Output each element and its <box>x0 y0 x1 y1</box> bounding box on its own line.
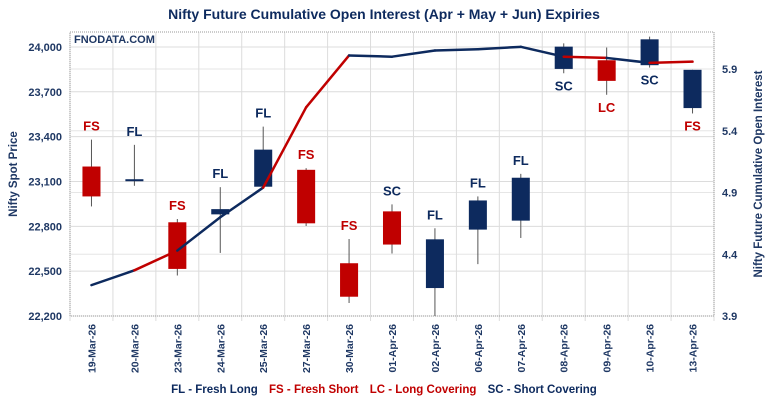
x-tick: 13-Apr-26 <box>688 324 700 373</box>
candle-label: FS <box>298 147 315 162</box>
x-tick: 24-Mar-26 <box>215 324 227 373</box>
oi-line-segment <box>433 48 480 52</box>
y-tick-left: 23,400 <box>28 132 62 144</box>
candle-label: FL <box>470 175 486 190</box>
legend: FL - Fresh Long FS - Fresh Short LC - Lo… <box>0 384 768 396</box>
oi-line-segment <box>519 45 565 58</box>
y-tick-left: 24,000 <box>28 42 62 54</box>
x-tick: 30-Mar-26 <box>344 324 356 373</box>
candle-label: FL <box>427 207 443 222</box>
oi-line-segment <box>261 106 308 189</box>
y-axis-label-right: Nifty Future Cumulative Open Interest <box>753 70 765 277</box>
candle-label: FL <box>513 153 529 168</box>
candle-body <box>597 60 616 81</box>
x-tick: 19-Mar-26 <box>86 324 98 373</box>
legend-sc: SC - Short Covering <box>487 384 597 396</box>
x-tick: 25-Mar-26 <box>258 324 270 373</box>
x-tick: 09-Apr-26 <box>602 324 614 373</box>
y-tick-left: 22,200 <box>28 311 62 323</box>
candle-body <box>125 179 144 182</box>
x-tick: 27-Mar-26 <box>301 324 313 373</box>
legend-fs: FS - Fresh Short <box>269 384 359 396</box>
candle-body <box>468 200 487 230</box>
watermark: FNODATA.COM <box>74 34 155 46</box>
legend-lc: LC - Long Covering <box>369 384 477 396</box>
candle-body <box>511 177 530 221</box>
oi-line-segment <box>390 49 437 58</box>
legend-fl: FL - Fresh Long <box>171 384 258 396</box>
x-tick: 02-Apr-26 <box>430 324 442 373</box>
x-tick: 23-Mar-26 <box>172 324 184 373</box>
candle-label: LC <box>598 100 616 115</box>
candle-label: FS <box>684 118 701 133</box>
y-tick-right: 3.9 <box>722 311 737 323</box>
x-tick: 20-Mar-26 <box>129 324 141 373</box>
x-tick: 06-Apr-26 <box>473 324 485 373</box>
oi-line-segment <box>562 55 608 60</box>
candle-body <box>683 69 702 109</box>
x-tick: 10-Apr-26 <box>645 324 657 373</box>
oi-line-segment <box>219 186 265 219</box>
candle-label: SC <box>641 73 660 88</box>
candle-label: FS <box>169 198 186 213</box>
candle-label: FS <box>83 119 100 134</box>
y-tick-right: 4.4 <box>722 249 738 261</box>
candle-body <box>340 263 359 297</box>
x-tick: 07-Apr-26 <box>516 324 528 373</box>
chart-title: Nifty Future Cumulative Open Interest (A… <box>168 6 600 22</box>
candle-body <box>425 239 444 289</box>
y-tick-left: 22,800 <box>28 221 62 233</box>
y-tick-right: 4.9 <box>722 188 737 200</box>
y-tick-left: 23,100 <box>28 176 62 188</box>
candle-body <box>297 169 316 224</box>
candle-body <box>640 39 659 66</box>
candle-label: FS <box>341 218 358 233</box>
y-tick-right: 5.9 <box>722 64 737 76</box>
candle-body <box>211 209 230 215</box>
x-tick: 01-Apr-26 <box>387 324 399 373</box>
candle-label: SC <box>383 183 402 198</box>
oi-line-segment <box>347 54 394 58</box>
plot-border <box>69 31 715 317</box>
candle-body <box>254 149 273 187</box>
y-tick-left: 23,700 <box>28 87 62 99</box>
oi-line-segment <box>176 215 222 252</box>
oi-line-segment <box>133 249 179 272</box>
y-tick-left: 22,500 <box>28 266 62 278</box>
x-tick: 08-Apr-26 <box>559 324 571 373</box>
candle-body <box>382 211 402 245</box>
oi-line-segment <box>304 54 351 109</box>
candle-label: FL <box>126 124 142 139</box>
candle-body <box>168 222 187 269</box>
candle-label: FL <box>212 166 228 181</box>
y-tick-right: 5.4 <box>722 126 738 138</box>
oi-line-segment <box>605 56 651 65</box>
candle-label: FL <box>255 106 271 121</box>
candle-body <box>82 166 101 197</box>
y-axis-label-left: Nifty Spot Price <box>8 131 20 217</box>
oi-line-segment <box>476 45 523 51</box>
oi-line-segment <box>90 269 136 287</box>
candle-label: SC <box>555 78 574 93</box>
oi-line-segment <box>648 60 694 65</box>
